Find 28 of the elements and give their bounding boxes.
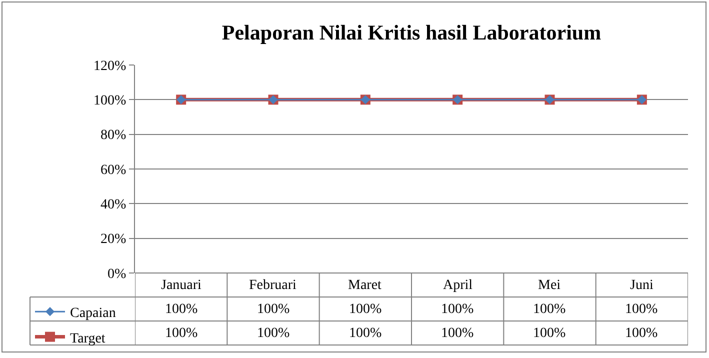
data-label: 100% [533,302,566,317]
y-tick-label: 100% [94,94,127,109]
data-label: 100% [625,302,658,317]
x-tick-label: Februari [249,278,297,293]
data-label: 100% [349,326,382,341]
y-tick-label: 0% [108,266,127,282]
data-label: 100% [349,302,382,317]
x-tick-label: Januari [161,278,202,293]
legend-label: Capaian [70,306,116,322]
legend-label: Target [70,331,106,346]
x-tick-label: Juni [630,278,654,293]
y-tick-label: 120% [94,58,127,74]
data-label: 100% [533,326,566,341]
data-label: 100% [257,326,290,341]
x-tick-label: Mei [538,278,561,293]
y-tick-label: 80% [100,128,127,144]
chart-title: Pelaporan Nilai Kritis hasil Laboratorium [222,20,602,44]
x-tick-label: Maret [348,278,382,293]
y-tick-label: 60% [100,162,127,178]
data-label: 100% [165,302,198,317]
data-label: 100% [165,326,198,341]
x-tick-label: April [443,278,473,293]
data-label: 100% [441,302,474,317]
data-label: 100% [257,302,290,317]
data-label: 100% [625,326,658,341]
data-label: 100% [441,326,474,341]
y-tick-label: 40% [100,198,127,213]
y-tick-label: 20% [100,232,127,248]
